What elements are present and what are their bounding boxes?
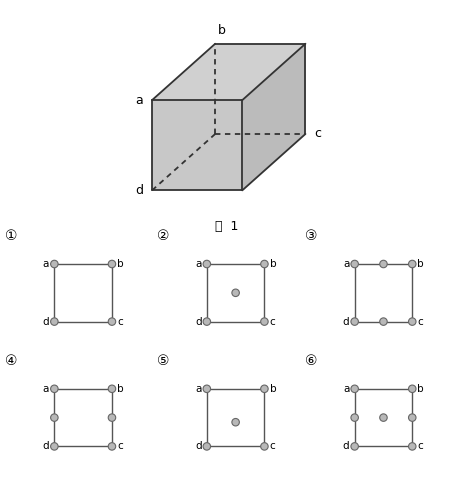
- Text: 図  1: 図 1: [215, 220, 238, 233]
- Circle shape: [351, 385, 359, 393]
- Text: a: a: [43, 259, 49, 269]
- Text: c: c: [418, 317, 423, 326]
- Text: ⑤: ⑤: [157, 354, 170, 368]
- Text: c: c: [270, 317, 275, 326]
- Text: d: d: [343, 317, 349, 326]
- Circle shape: [261, 260, 268, 268]
- Text: b: b: [270, 384, 276, 394]
- Text: a: a: [43, 384, 49, 394]
- Circle shape: [108, 260, 116, 268]
- Text: b: b: [270, 259, 276, 269]
- Text: b: b: [218, 24, 225, 37]
- Circle shape: [51, 260, 58, 268]
- Circle shape: [232, 289, 239, 297]
- Text: b: b: [418, 384, 424, 394]
- Circle shape: [351, 443, 359, 450]
- Circle shape: [408, 443, 416, 450]
- Circle shape: [408, 318, 416, 325]
- Text: ④: ④: [5, 354, 17, 368]
- Text: b: b: [418, 259, 424, 269]
- Circle shape: [203, 260, 211, 268]
- Text: c: c: [117, 442, 123, 451]
- Text: d: d: [343, 442, 349, 451]
- Circle shape: [51, 443, 58, 450]
- Circle shape: [232, 419, 239, 426]
- Circle shape: [203, 318, 211, 325]
- Text: d: d: [43, 442, 49, 451]
- Text: a: a: [343, 259, 349, 269]
- Text: c: c: [270, 442, 275, 451]
- Circle shape: [108, 385, 116, 393]
- Circle shape: [203, 443, 211, 450]
- Circle shape: [51, 385, 58, 393]
- Circle shape: [108, 414, 116, 421]
- Text: d: d: [195, 317, 201, 326]
- Circle shape: [408, 414, 416, 421]
- Text: a: a: [195, 259, 201, 269]
- Circle shape: [261, 318, 268, 325]
- Polygon shape: [242, 44, 305, 191]
- Circle shape: [108, 318, 116, 325]
- Text: ③: ③: [305, 229, 317, 243]
- Circle shape: [261, 385, 268, 393]
- Text: c: c: [315, 128, 322, 141]
- Circle shape: [408, 260, 416, 268]
- Text: a: a: [343, 384, 349, 394]
- Text: ②: ②: [157, 229, 170, 243]
- Polygon shape: [152, 44, 305, 100]
- Text: d: d: [43, 317, 49, 326]
- Text: a: a: [195, 384, 201, 394]
- Circle shape: [261, 443, 268, 450]
- Text: c: c: [418, 442, 423, 451]
- Circle shape: [380, 318, 387, 325]
- Text: c: c: [117, 317, 123, 326]
- Circle shape: [51, 318, 58, 325]
- Circle shape: [351, 260, 359, 268]
- Text: d: d: [135, 184, 143, 197]
- Circle shape: [203, 385, 211, 393]
- Text: d: d: [195, 442, 201, 451]
- Text: a: a: [135, 94, 143, 107]
- Circle shape: [380, 414, 387, 421]
- Circle shape: [351, 318, 359, 325]
- Polygon shape: [152, 100, 242, 191]
- Circle shape: [351, 414, 359, 421]
- Text: b: b: [117, 259, 124, 269]
- Circle shape: [51, 414, 58, 421]
- Circle shape: [108, 443, 116, 450]
- Circle shape: [408, 385, 416, 393]
- Circle shape: [380, 260, 387, 268]
- Text: ⑥: ⑥: [305, 354, 317, 368]
- Text: b: b: [117, 384, 124, 394]
- Text: ①: ①: [5, 229, 17, 243]
